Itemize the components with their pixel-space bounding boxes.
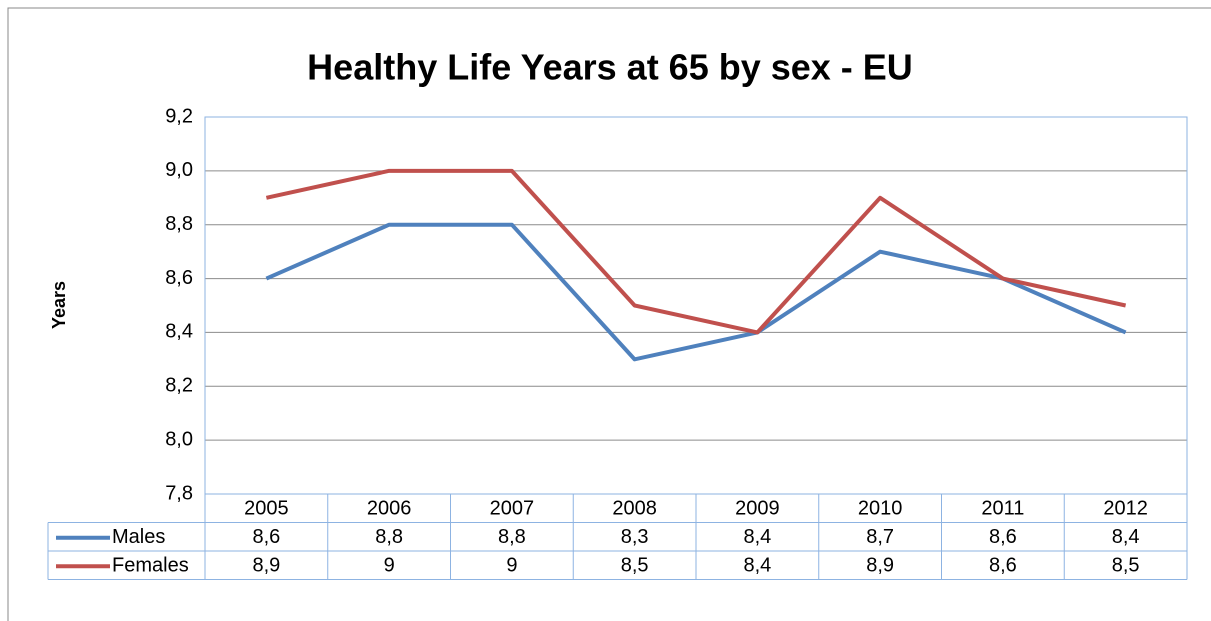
table-value: 8,7 — [866, 526, 894, 548]
table-value: 9 — [384, 555, 395, 577]
chart-frame — [7, 7, 1211, 621]
x-tick-label: 2005 — [244, 498, 289, 520]
legend-label: Males — [112, 526, 165, 548]
table-value: 9 — [506, 555, 517, 577]
y-axis-label: Years — [49, 281, 69, 329]
table-value: 8,5 — [1112, 555, 1140, 577]
x-tick-label: 2012 — [1103, 498, 1148, 520]
y-tick-label: 8,4 — [165, 321, 193, 343]
y-tick-label: 8,0 — [165, 428, 193, 450]
y-tick-label: 7,8 — [165, 482, 193, 504]
table-value: 8,6 — [252, 526, 280, 548]
table-value: 8,3 — [621, 526, 649, 548]
table-value: 8,4 — [743, 555, 771, 577]
table-value: 8,4 — [743, 526, 771, 548]
y-tick-label: 8,2 — [165, 375, 193, 397]
y-tick-label: 9,0 — [165, 159, 193, 181]
chart-title: Healthy Life Years at 65 by sex - EU — [307, 47, 913, 88]
x-tick-label: 2011 — [981, 498, 1024, 520]
table-value: 8,6 — [989, 555, 1017, 577]
y-tick-label: 9,2 — [165, 105, 193, 127]
table-value: 8,9 — [252, 555, 280, 577]
line-series — [265, 168, 1127, 335]
table-value: 8,4 — [1112, 526, 1140, 548]
line-series — [265, 222, 1127, 362]
legend-label: Females — [112, 555, 189, 577]
x-tick-label: 2007 — [490, 498, 535, 520]
table-value: 8,6 — [989, 526, 1017, 548]
x-tick-label: 2010 — [858, 498, 903, 520]
table-value: 8,5 — [621, 555, 649, 577]
y-tick-label: 8,6 — [165, 267, 193, 289]
table-value: 8,8 — [498, 526, 526, 548]
x-tick-label: 2009 — [735, 498, 780, 520]
x-tick-label: 2006 — [367, 498, 412, 520]
table-value: 8,8 — [375, 526, 403, 548]
plot-border — [204, 116, 1188, 495]
y-tick-label: 8,8 — [165, 213, 193, 235]
table-value: 8,9 — [866, 555, 894, 577]
x-tick-label: 2008 — [612, 498, 657, 520]
